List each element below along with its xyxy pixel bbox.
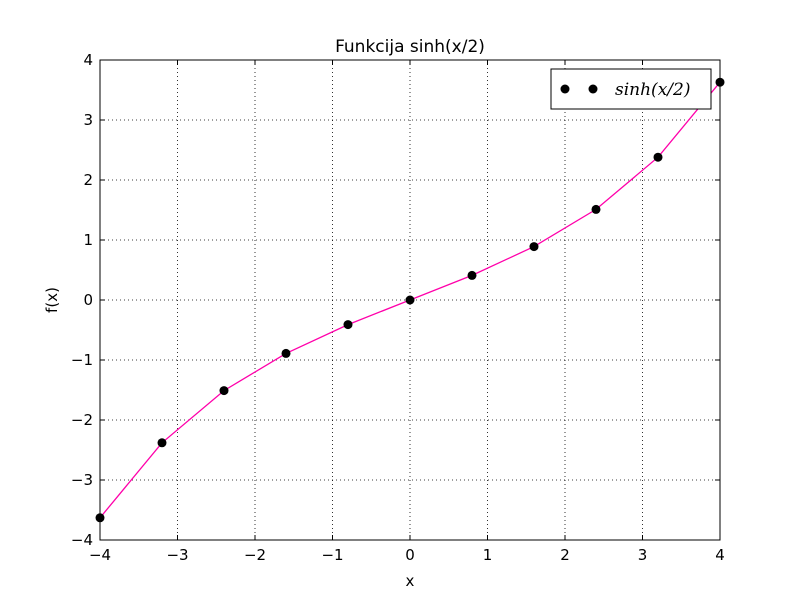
- data-point: [405, 295, 415, 305]
- x-tick-label: −3: [166, 546, 188, 564]
- legend-marker-1: [560, 84, 570, 94]
- y-tick-label: 4: [83, 51, 93, 69]
- x-tick-label: 0: [405, 546, 415, 564]
- data-point: [281, 348, 291, 358]
- y-tick-label: 0: [83, 291, 93, 309]
- ticks: −4 −3 −2 −1 0 1 2 3 4 4 3 2 1 0 −1 −2 −3 −4: [71, 51, 725, 564]
- legend-box: [550, 68, 712, 110]
- y-tick-label: 2: [83, 171, 93, 189]
- y-tick-label: 3: [83, 111, 93, 129]
- chart-title: Funkcija sinh(x/2): [335, 37, 485, 57]
- x-tick-label: −2: [244, 546, 266, 564]
- data-point: [157, 438, 167, 448]
- x-tick-label: −4: [89, 546, 111, 564]
- y-tick-label: −1: [71, 351, 93, 369]
- data-point: [219, 386, 229, 396]
- data-point: [343, 320, 353, 330]
- y-tick-label: 1: [83, 231, 93, 249]
- data-point: [653, 152, 663, 162]
- y-axis-label: f(x): [43, 287, 61, 313]
- y-tick-label: −3: [71, 471, 93, 489]
- legend-label: sinh(x/2): [615, 80, 690, 100]
- x-tick-label: 4: [715, 546, 725, 564]
- grid: [100, 60, 720, 540]
- x-tick-label: 2: [560, 546, 570, 564]
- data-point: [591, 204, 601, 214]
- x-tick-label: 3: [638, 546, 648, 564]
- data-point: [529, 242, 539, 252]
- data-point: [467, 270, 477, 280]
- x-axis-label: x: [406, 572, 415, 590]
- legend: sinh(x/2): [550, 68, 712, 110]
- x-tick-label: 1: [483, 546, 493, 564]
- y-tick-label: −4: [71, 531, 93, 549]
- legend-marker-2: [588, 84, 598, 94]
- y-tick-label: −2: [71, 411, 93, 429]
- x-tick-label: −1: [321, 546, 343, 564]
